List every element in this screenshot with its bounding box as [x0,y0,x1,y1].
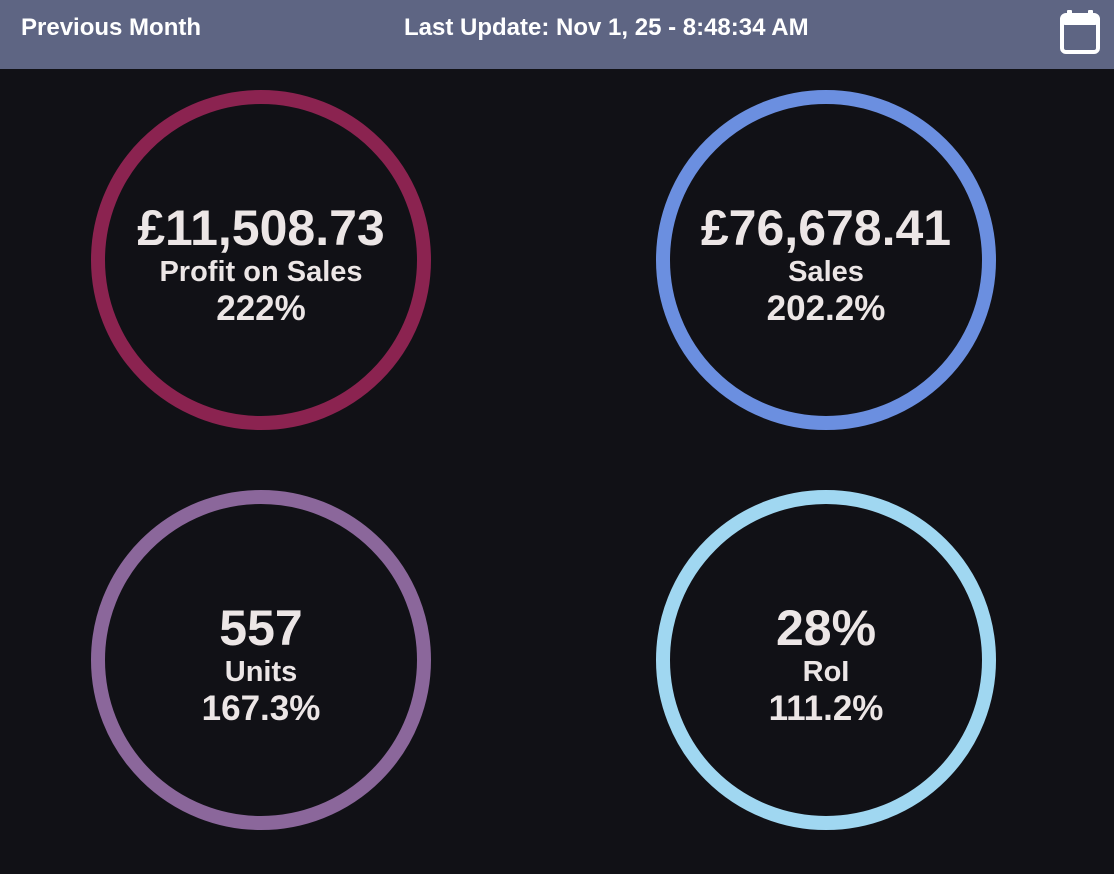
kpi-units: 557 Units 167.3% [91,490,431,830]
kpi-value: 28% [775,600,877,656]
period-selector[interactable]: Previous Month [21,14,202,41]
calendar-button[interactable] [1059,9,1101,55]
kpi-change: 111.2% [768,689,884,728]
top-bar: Previous Month Last Update: Nov 1, 25 - … [0,0,1114,69]
kpi-sales: £76,678.41 Sales 202.2% [656,90,996,430]
kpi-profit-on-sales: £11,508.73 Profit on Sales 222% [91,90,431,430]
kpi-change: 222% [216,289,306,328]
kpi-value: 557 [219,600,303,656]
last-update-value: Nov 1, 25 - 8:48:34 AM [556,14,809,41]
kpi-roi: 28% RoI 111.2% [656,490,996,830]
last-update-status: Last Update: Nov 1, 25 - 8:48:34 AM [404,14,809,42]
kpi-change: 167.3% [201,689,321,728]
kpi-label: Sales [788,256,864,288]
calendar-icon [1060,10,1100,54]
kpi-label: Profit on Sales [159,256,363,288]
kpi-value: £11,508.73 [137,200,385,256]
kpi-label: RoI [802,656,850,688]
kpi-label: Units [224,656,298,688]
kpi-change: 202.2% [766,289,886,328]
last-update-prefix: Last Update: [404,14,550,41]
kpi-value: £76,678.41 [700,200,952,256]
